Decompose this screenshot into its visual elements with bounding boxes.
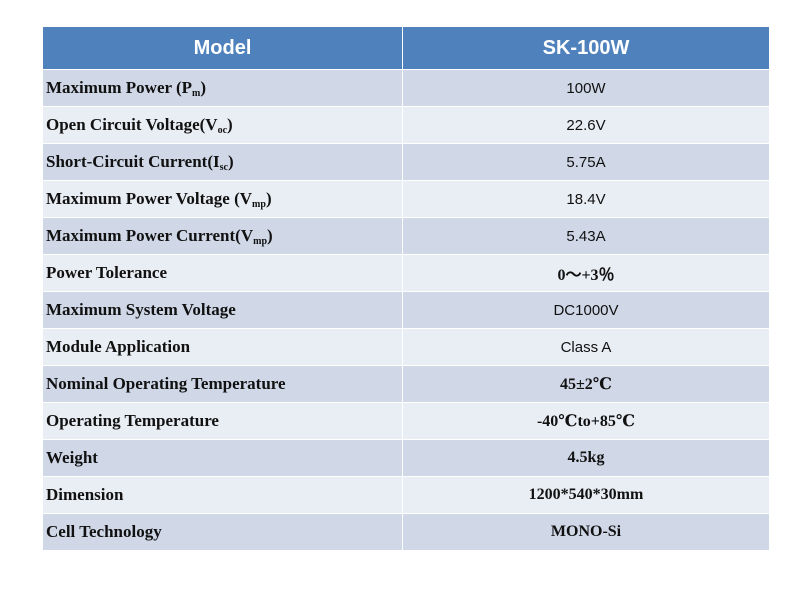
table-row: Maximum Power Voltage (Vmp) 18.4V: [42, 180, 770, 218]
spec-value: 45±2℃: [402, 365, 770, 403]
spec-value: 5.75A: [402, 143, 770, 181]
spec-table: Model SK-100W Maximum Power (Pm) 100W Open…: [42, 26, 770, 551]
table-header-row: Model SK-100W: [42, 26, 770, 70]
spec-label-text: Operating Temperature: [46, 411, 219, 430]
table-row: Maximum Power (Pm) 100W: [42, 69, 770, 107]
spec-label-subscript: m: [192, 87, 201, 99]
spec-label-subscript: mp: [253, 235, 268, 247]
spec-value: DC1000V: [402, 291, 770, 329]
spec-value: 1200*540*30mm: [402, 476, 770, 514]
spec-label: Power Tolerance: [42, 254, 403, 292]
spec-label-suffix: ): [200, 77, 207, 97]
table-row: Cell Technology MONO-Si: [42, 513, 770, 551]
spec-value: MONO-Si: [402, 513, 770, 551]
spec-value: Class A: [402, 328, 770, 366]
spec-label: Operating Temperature: [42, 402, 403, 440]
model-header-label: Model: [42, 26, 403, 70]
spec-label-suffix: ): [267, 225, 273, 245]
spec-label-text: Power Tolerance: [46, 263, 168, 282]
spec-label: Cell Technology: [42, 513, 403, 551]
spec-label: Short-Circuit Current(Isc): [42, 143, 403, 181]
spec-label: Maximum Power (Pm): [42, 69, 403, 107]
spec-label-text: Nominal Operating Temperature: [46, 374, 286, 393]
spec-label-subscript: mp: [252, 198, 266, 210]
spec-value: 5.43A: [402, 217, 770, 255]
table-row: Weight 4.5kg: [42, 439, 770, 477]
spec-label-text: Maximum System Voltage: [46, 300, 236, 319]
spec-label-subscript: sc: [219, 161, 228, 173]
spec-label: Maximum Power Current(Vmp): [42, 217, 403, 255]
spec-label-text: Dimension: [46, 485, 124, 504]
table-row: Operating Temperature -40℃to+85℃: [42, 402, 770, 440]
spec-label: Weight: [42, 439, 403, 477]
spec-label-text: Module Application: [46, 337, 191, 356]
spec-value: 100W: [402, 69, 770, 107]
table-row: Short-Circuit Current(Isc) 5.75A: [42, 143, 770, 181]
table-row: Power Tolerance 0～+3％: [42, 254, 770, 292]
table-row: Maximum System Voltage DC1000V: [42, 291, 770, 329]
spec-label: Open Circuit Voltage(Voc): [42, 106, 403, 144]
table-row: Nominal Operating Temperature 45±2℃: [42, 365, 770, 403]
table-row: Open Circuit Voltage(Voc) 22.6V: [42, 106, 770, 144]
spec-label: Maximum Power Voltage (Vmp): [42, 180, 403, 218]
spec-label: Module Application: [42, 328, 403, 366]
spec-value: -40℃to+85℃: [402, 402, 770, 440]
spec-label-text: Open Circuit Voltage(V: [46, 114, 218, 134]
spec-label-text: Maximum Power Voltage (V: [46, 188, 253, 208]
spec-label-suffix: ): [227, 151, 234, 171]
spec-label-text: Maximum Power (P: [46, 77, 193, 97]
spec-label: Dimension: [42, 476, 403, 514]
spec-label-text: Cell Technology: [46, 522, 162, 541]
spec-value: 22.6V: [402, 106, 770, 144]
model-header-value: SK-100W: [402, 26, 770, 70]
table-row: Module Application Class A: [42, 328, 770, 366]
table-row: Maximum Power Current(Vmp) 5.43A: [42, 217, 770, 255]
spec-value: 4.5kg: [402, 439, 770, 477]
spec-label-text: Short-Circuit Current(I: [46, 151, 220, 171]
spec-label: Nominal Operating Temperature: [42, 365, 403, 403]
spec-value: 0～+3％: [402, 254, 770, 292]
spec-value: 18.4V: [402, 180, 770, 218]
table-row: Dimension 1200*540*30mm: [42, 476, 770, 514]
spec-label-suffix: ): [265, 188, 272, 208]
spec-label-text: Weight: [46, 448, 98, 467]
spec-label-subscript: oc: [217, 124, 228, 136]
spec-label-suffix: ): [227, 114, 233, 134]
spec-table-body: Maximum Power (Pm) 100W Open Circuit Volta…: [42, 69, 770, 551]
spec-label: Maximum System Voltage: [42, 291, 403, 329]
spec-label-text: Maximum Power Current(V: [46, 225, 254, 245]
